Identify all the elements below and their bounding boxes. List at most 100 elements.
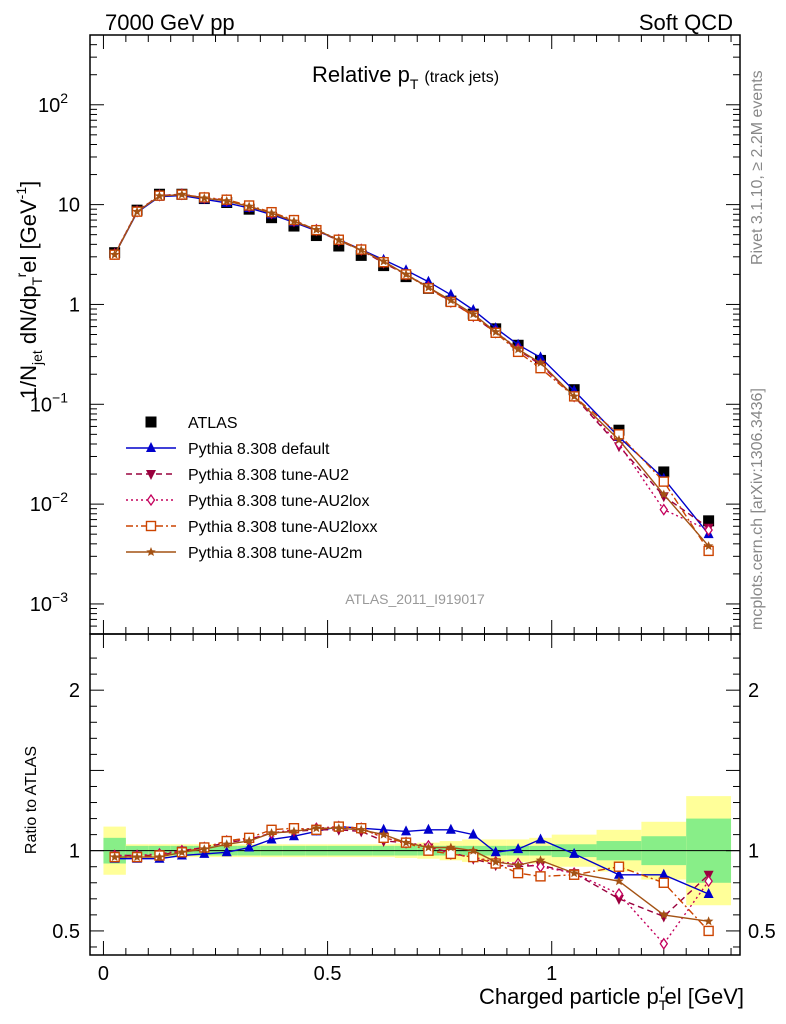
ratio-data-point	[614, 876, 624, 886]
main-data-point	[199, 193, 210, 203]
ratio-data-point	[535, 833, 546, 844]
ratio-data-point	[704, 875, 713, 888]
main-series-line	[114, 193, 710, 547]
ratio-data-point	[289, 826, 299, 836]
ylabel-part-c-sup: -1	[13, 187, 29, 200]
main-series-5	[109, 189, 714, 551]
ratio-data-point	[490, 856, 501, 866]
ratio-data-point	[512, 867, 524, 879]
ratio-series-4	[109, 823, 714, 926]
ratio-data-point	[334, 823, 344, 833]
main-y-tick-label-exp: 2	[60, 90, 68, 106]
main-y-tick-label: 10	[58, 195, 80, 217]
main-data-point	[244, 201, 254, 211]
ratio-data-point	[244, 836, 254, 846]
ratio-data-point	[199, 844, 210, 854]
ylabel-part-d: ]	[16, 181, 41, 187]
legend-marker	[145, 520, 157, 532]
ylabel-part-a: 1/N	[16, 365, 41, 399]
main-data-point	[704, 523, 713, 537]
ratio-data-point	[658, 868, 669, 879]
ratio-data-point	[490, 846, 501, 857]
ratio-data-point	[658, 877, 669, 888]
main-y-tick-label: 10−3	[30, 589, 68, 616]
main-data-point	[109, 249, 120, 259]
ylabel-part-b-sup: r	[13, 272, 29, 277]
main-data-point	[221, 195, 232, 205]
ratio-data-point	[468, 845, 479, 855]
main-data-point	[703, 515, 715, 527]
ylabel-part-b-sub: T	[29, 276, 45, 285]
legend-marker	[146, 442, 156, 452]
main-y-tick-label: 1	[69, 294, 80, 316]
xlabel-part-a-sup: r	[660, 981, 665, 997]
ratio-data-point	[446, 842, 456, 852]
main-data-point	[569, 391, 579, 401]
ratio-data-point	[513, 860, 523, 870]
main-y-tick-label: 102	[38, 90, 68, 117]
ratio-data-point	[266, 828, 277, 838]
ratio-data-point	[569, 847, 580, 858]
x-tick-label: 0.5	[314, 963, 342, 985]
ratio-y-tick-label-right: 0.5	[748, 921, 776, 943]
ratio-data-point	[445, 848, 457, 860]
ratio-y-axis-title: Ratio to ATLAS	[23, 746, 40, 854]
main-plot-title: Relative pT (track jets)	[312, 62, 499, 92]
ratio-data-point	[311, 823, 322, 833]
ylabel-part-c: el [GeV	[16, 199, 41, 273]
analysis-label: ATLAS_2011_I919017	[345, 591, 485, 607]
ratio-data-point	[401, 825, 412, 836]
main-y-tick-label-base: 10	[30, 494, 52, 516]
main-panel-series	[109, 188, 715, 557]
ylabel-part-a-sub: jet	[29, 350, 45, 366]
ratio-y-tick-label: 2	[69, 680, 80, 702]
legend-marker	[145, 416, 157, 428]
ratio-frame	[89, 633, 741, 956]
main-data-point	[266, 208, 277, 218]
xlabel-part-a: Charged particle p	[479, 984, 659, 1009]
ratio-data-point	[513, 843, 524, 854]
main-y-tick-label: 10−2	[30, 489, 68, 516]
header-right: Soft QCD	[639, 10, 733, 35]
mcplots-label: mcplots.cern.ch [arXiv:1306.3436]	[749, 388, 766, 630]
legend-label: Pythia 8.308 tune-AU2	[188, 467, 349, 484]
main-data-point	[658, 476, 669, 487]
main-data-point	[132, 206, 142, 216]
main-data-point	[703, 541, 714, 551]
legend-label: Pythia 8.308 tune-AU2lox	[188, 493, 369, 510]
ratio-data-point	[535, 855, 546, 865]
main-y-tick-label-base: 1	[69, 294, 80, 316]
x-tick-label: 1	[546, 963, 557, 985]
ratio-data-point	[613, 861, 625, 872]
main-y-tick-label-base: 10	[58, 195, 80, 217]
ratio-panel-series	[109, 820, 714, 950]
title-sub: T	[410, 76, 419, 92]
ratio-series-line	[114, 829, 710, 918]
main-data-point	[378, 256, 389, 266]
ratio-data-point	[569, 868, 579, 878]
x-axis-title: Charged particle pTrel [GeV]	[479, 981, 744, 1013]
ratio-series-line	[114, 825, 709, 895]
main-y-tick-label-exp: −1	[52, 389, 68, 405]
main-data-point	[513, 344, 523, 354]
ratio-data-point	[378, 823, 389, 834]
main-y-tick-label-exp: −3	[52, 589, 68, 605]
ratio-data-point	[535, 871, 546, 882]
main-data-point	[356, 245, 366, 255]
legend-label: Pythia 8.308 default	[188, 441, 330, 458]
main-data-point	[177, 189, 187, 199]
main-data-point	[401, 269, 411, 279]
main-data-point	[468, 309, 479, 319]
ratio-y-tick-label-right: 1	[748, 841, 759, 863]
legend-marker	[146, 547, 156, 557]
ratio-data-point	[177, 847, 187, 857]
ratio-data-point	[221, 839, 232, 849]
ratio-data-point	[423, 842, 434, 852]
main-data-point	[659, 489, 669, 499]
xlabel-part-a-sub: T	[659, 997, 668, 1013]
ratio-data-point	[423, 823, 434, 834]
main-y-tick-label: 10−1	[30, 389, 68, 416]
ratio-data-point	[468, 828, 479, 839]
